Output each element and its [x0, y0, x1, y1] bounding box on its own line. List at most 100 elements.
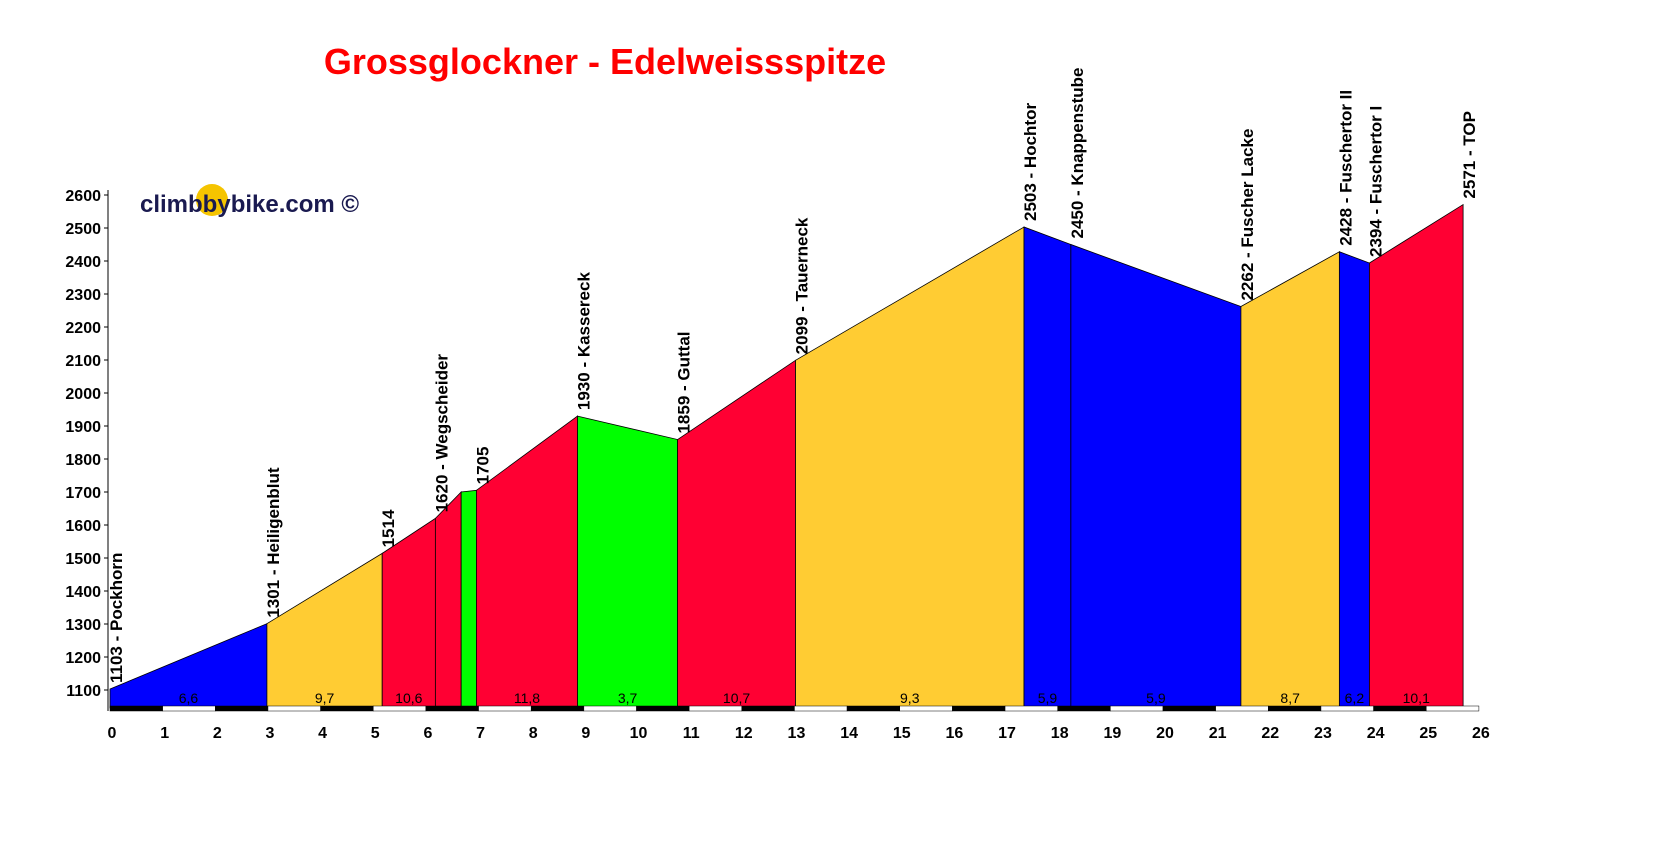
segment-area [1368, 203, 1464, 709]
km-strip-cell [741, 705, 795, 712]
x-tick-label: 7 [476, 725, 485, 742]
segment-area [460, 489, 477, 709]
x-tick-label: 0 [108, 725, 117, 742]
x-tick-label: 8 [529, 725, 538, 742]
x-tick-label: 1 [160, 725, 169, 742]
segment-area [266, 552, 383, 709]
km-strip-cell [1057, 705, 1111, 712]
x-tick-label: 12 [735, 725, 753, 742]
segment-area [1023, 226, 1072, 709]
chart-title: Grossglockner - Edelweissspitze [324, 41, 886, 82]
watermark-text: climbbybike.com © [140, 191, 359, 218]
y-tick-label: 2300 [65, 287, 101, 304]
y-tick-label: 2500 [65, 221, 101, 238]
y-tick-label: 1600 [65, 518, 101, 535]
x-tick-label: 6 [423, 725, 432, 742]
y-tick-label: 2200 [65, 320, 101, 337]
x-tick-label: 26 [1472, 725, 1490, 742]
km-strip-cell [1373, 705, 1427, 712]
km-strip-cell [1004, 705, 1058, 712]
segment-area [434, 491, 462, 709]
km-strip-cell [267, 705, 321, 712]
x-tick-label: 3 [265, 725, 274, 742]
y-tick-label: 2600 [65, 188, 101, 205]
logo: climbbybike.com © [140, 184, 359, 218]
point-label: 1620 - Wegscheider [432, 354, 451, 513]
x-tick-label: 21 [1209, 725, 1227, 742]
point-label: 2450 - Knappenstube [1068, 68, 1087, 239]
segment-gradient-label: 3,7 [618, 690, 638, 706]
y-tick-label: 1300 [65, 617, 101, 634]
segment-gradient-label: 8,7 [1280, 690, 1300, 706]
y-tick-label: 2400 [65, 254, 101, 271]
km-strip-cell [478, 705, 532, 712]
segment-area [1070, 243, 1242, 709]
point-label: 2571 - TOP [1460, 111, 1479, 199]
segment-gradient-label: 10,6 [395, 690, 422, 706]
y-tick-label: 1200 [65, 650, 101, 667]
segment-gradient-label: 11,8 [514, 690, 540, 706]
x-tick-label: 15 [893, 725, 911, 742]
point-label: 1301 - Heiligenblut [264, 467, 283, 618]
x-tick-label: 18 [1051, 725, 1069, 742]
x-tick-label: 13 [788, 725, 806, 742]
segment-gradient-label: 5,9 [1146, 690, 1166, 706]
segment-gradient-label: 9,7 [315, 690, 335, 706]
km-strip-cell [1320, 705, 1374, 712]
x-tick-label: 24 [1367, 725, 1385, 742]
x-tick-label: 25 [1419, 725, 1437, 742]
x-tick-label: 14 [840, 725, 858, 742]
point-label: 2428 - Fuschertor II [1336, 90, 1355, 246]
x-tick-label: 17 [998, 725, 1016, 742]
km-strip-cell [1268, 705, 1322, 712]
y-tick-label: 1800 [65, 452, 101, 469]
segment-area [577, 415, 678, 709]
x-tick-label: 19 [1103, 725, 1121, 742]
km-strip-cell [530, 705, 585, 712]
segment-area [1338, 251, 1370, 709]
km-strip-cell [899, 705, 953, 712]
y-tick-label: 2000 [65, 386, 101, 403]
point-label: 1514 [379, 509, 398, 547]
km-strip-cell [688, 705, 743, 712]
km-strip-cell [636, 705, 690, 712]
km-strip-cell [215, 705, 269, 712]
y-tick-label: 1900 [65, 419, 101, 436]
point-label: 2394 - Fuschertor I [1366, 106, 1385, 257]
x-tick-label: 2 [213, 725, 222, 742]
x-tick-label: 20 [1156, 725, 1174, 742]
point-label: 2262 - Fuscher Lacke [1238, 129, 1257, 301]
point-label: 1930 - Kassereck [575, 272, 594, 411]
segment-gradient-label: 10,7 [723, 690, 750, 706]
km-strip-cell [425, 705, 479, 712]
y-tick-label: 1500 [65, 551, 101, 568]
x-tick-label: 16 [946, 725, 964, 742]
km-strip-cell [794, 705, 848, 712]
y-tick-label: 1100 [66, 683, 101, 700]
x-tick-label: 11 [683, 725, 700, 742]
km-strip-cell [583, 705, 637, 712]
km-strip-cell [1110, 705, 1164, 712]
segment-gradient-label: 6,6 [179, 690, 199, 706]
km-strip-cell [1215, 705, 1269, 712]
point-label: 2099 - Tauerneck [793, 217, 812, 354]
km-strip-cell [320, 705, 374, 712]
x-tick-label: 5 [371, 725, 380, 742]
km-strip-cell [162, 705, 216, 712]
x-tick-label: 9 [581, 725, 590, 742]
x-tick-label: 10 [630, 725, 648, 742]
x-tick-label: 22 [1261, 725, 1279, 742]
segment-area [795, 226, 1025, 709]
y-tick-label: 1700 [65, 485, 101, 502]
point-label: 2503 - Hochtor [1021, 103, 1040, 221]
segment-gradient-label: 10,1 [1403, 690, 1430, 706]
km-strip-cell [373, 705, 427, 712]
segment-area [1240, 251, 1340, 709]
segment-gradient-label: 6,2 [1345, 690, 1365, 706]
segment-gradient-label: 9,3 [900, 690, 920, 706]
point-label: 1103 - Pockhorn [107, 553, 126, 683]
segment-gradient-label: 5,9 [1038, 690, 1058, 706]
segment-area [677, 359, 796, 709]
x-tick-label: 4 [318, 725, 327, 742]
